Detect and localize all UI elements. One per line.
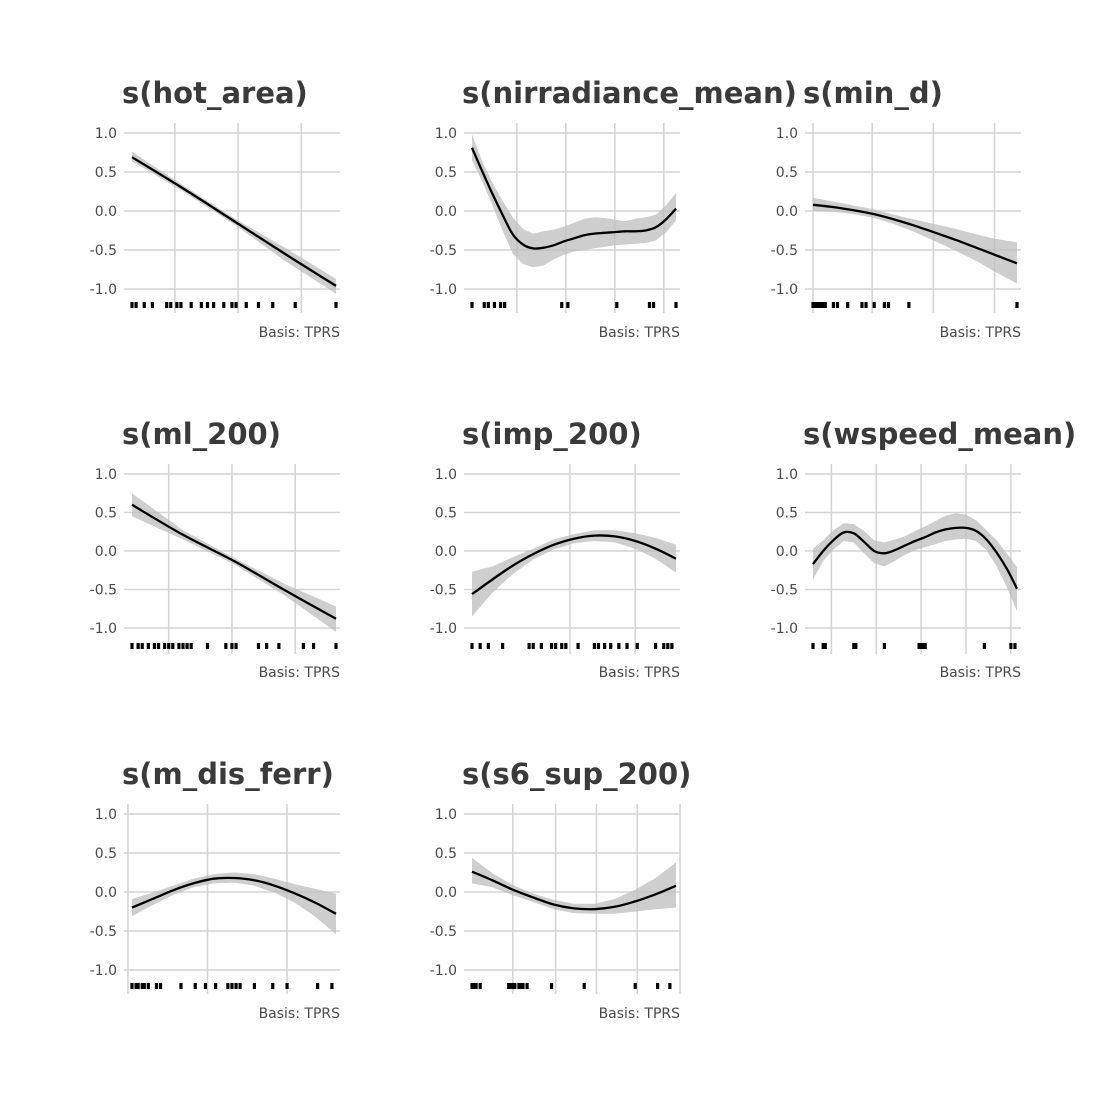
- basis-caption: Basis: TPRS: [599, 1006, 681, 1022]
- y-tick-label: 0.5: [435, 506, 457, 522]
- confidence-band: [132, 493, 336, 632]
- y-tick-label: 0.5: [95, 165, 117, 181]
- smooth-panel-0: s(hot_area) 1.0 0.5 0.0 -0.5 -1.0 Basis: TPRS: [90, 76, 340, 341]
- smooth-panel-7: s(s6_sup_200) 1.0 0.5 0.0 -0.5 -1.0 Basis: TPR…: [430, 757, 692, 1022]
- smooth-panel-5: s(wspeed_mean) 1.0 0.5 0.0 -0.5 -1.0 Basis: TP…: [771, 417, 1077, 681]
- confidence-band: [472, 530, 676, 617]
- y-tick-label: 0.5: [776, 165, 798, 181]
- smooth-line: [131, 503, 337, 620]
- basis-caption: Basis: TPRS: [599, 665, 681, 681]
- y-tick-label: -0.5: [771, 583, 798, 599]
- y-tick-label: -1.0: [90, 621, 117, 637]
- y-tick-label: 0.0: [95, 885, 117, 901]
- y-tick-label: 1.0: [435, 126, 457, 142]
- y-tick-label: 0.0: [776, 544, 798, 560]
- panel-title: s(s6_sup_200): [462, 757, 691, 791]
- confidence-band: [813, 513, 1017, 612]
- smooth-line: [812, 526, 1019, 590]
- y-tick-label: 1.0: [95, 807, 117, 823]
- y-tick-label: 0.5: [776, 506, 798, 522]
- panel-title: s(ml_200): [122, 417, 281, 451]
- y-tick-label: 0.0: [435, 544, 457, 560]
- smooth-panel-4: s(imp_200) 1.0 0.5 0.0 -0.5 -1.0 Basis: TPRS: [430, 417, 680, 681]
- smooth-line: [812, 203, 1018, 265]
- basis-caption: Basis: TPRS: [259, 665, 341, 681]
- confidence-band: [472, 134, 676, 268]
- panel-title: s(nirradiance_mean): [462, 76, 797, 110]
- y-tick-label: 0.5: [95, 506, 117, 522]
- basis-caption: Basis: TPRS: [599, 325, 681, 341]
- y-tick-label: -0.5: [771, 243, 798, 259]
- y-tick-label: -0.5: [90, 243, 117, 259]
- y-tick-label: -0.5: [430, 583, 457, 599]
- y-tick-label: -1.0: [90, 282, 117, 298]
- y-tick-label: -1.0: [771, 621, 798, 637]
- y-tick-label: -1.0: [90, 963, 117, 979]
- panel-title: s(wspeed_mean): [803, 417, 1076, 451]
- y-tick-label: 0.5: [435, 846, 457, 862]
- y-tick-label: -0.5: [430, 243, 457, 259]
- y-tick-label: 0.5: [95, 846, 117, 862]
- y-tick-label: 1.0: [95, 126, 117, 142]
- smooth-line: [470, 147, 677, 250]
- y-tick-label: 0.0: [435, 885, 457, 901]
- y-tick-label: -0.5: [90, 924, 117, 940]
- y-tick-label: 1.0: [435, 807, 457, 823]
- y-tick-label: 1.0: [435, 467, 457, 483]
- basis-caption: Basis: TPRS: [259, 1006, 341, 1022]
- y-tick-label: -0.5: [430, 924, 457, 940]
- smooth-panel-1: s(nirradiance_mean) 1.0 0.5 0.0 -0.5 -1.0 Basi…: [430, 76, 797, 341]
- y-tick-label: 1.0: [95, 467, 117, 483]
- basis-caption: Basis: TPRS: [940, 325, 1022, 341]
- confidence-band: [472, 857, 676, 914]
- confidence-band: [132, 151, 336, 294]
- smooth-line: [131, 876, 337, 915]
- panel-title: s(hot_area): [122, 76, 308, 110]
- y-tick-label: -1.0: [430, 282, 457, 298]
- basis-caption: Basis: TPRS: [259, 325, 341, 341]
- smooth-panel-6: s(m_dis_ferr) 1.0 0.5 0.0 -0.5 -1.0 Basis: TPR…: [90, 757, 340, 1022]
- smooth-panel-3: s(ml_200) 1.0 0.5 0.0 -0.5 -1.0 Basis: TPRS: [90, 417, 340, 681]
- panel-title: s(m_dis_ferr): [122, 757, 334, 791]
- basis-caption: Basis: TPRS: [940, 665, 1022, 681]
- smooth-line: [131, 156, 337, 287]
- y-tick-label: -1.0: [771, 282, 798, 298]
- y-tick-label: 1.0: [776, 126, 798, 142]
- y-tick-label: 0.0: [95, 544, 117, 560]
- smooth-line: [471, 534, 677, 596]
- smooth-line: [471, 870, 677, 911]
- y-tick-label: 0.5: [435, 165, 457, 181]
- y-tick-label: -0.5: [90, 583, 117, 599]
- panel-title: s(imp_200): [462, 417, 642, 451]
- y-tick-label: 1.0: [776, 467, 798, 483]
- y-tick-label: 0.0: [776, 204, 798, 220]
- y-tick-label: 0.0: [95, 204, 117, 220]
- smooth-panel-2: s(min_d) 1.0 0.5 0.0 -0.5 -1.0 Basis: TPRS: [771, 76, 1021, 341]
- y-tick-label: 0.0: [435, 204, 457, 220]
- confidence-band: [132, 872, 336, 935]
- y-tick-label: -1.0: [430, 621, 457, 637]
- y-tick-label: -1.0: [430, 963, 457, 979]
- panel-title: s(min_d): [803, 76, 943, 110]
